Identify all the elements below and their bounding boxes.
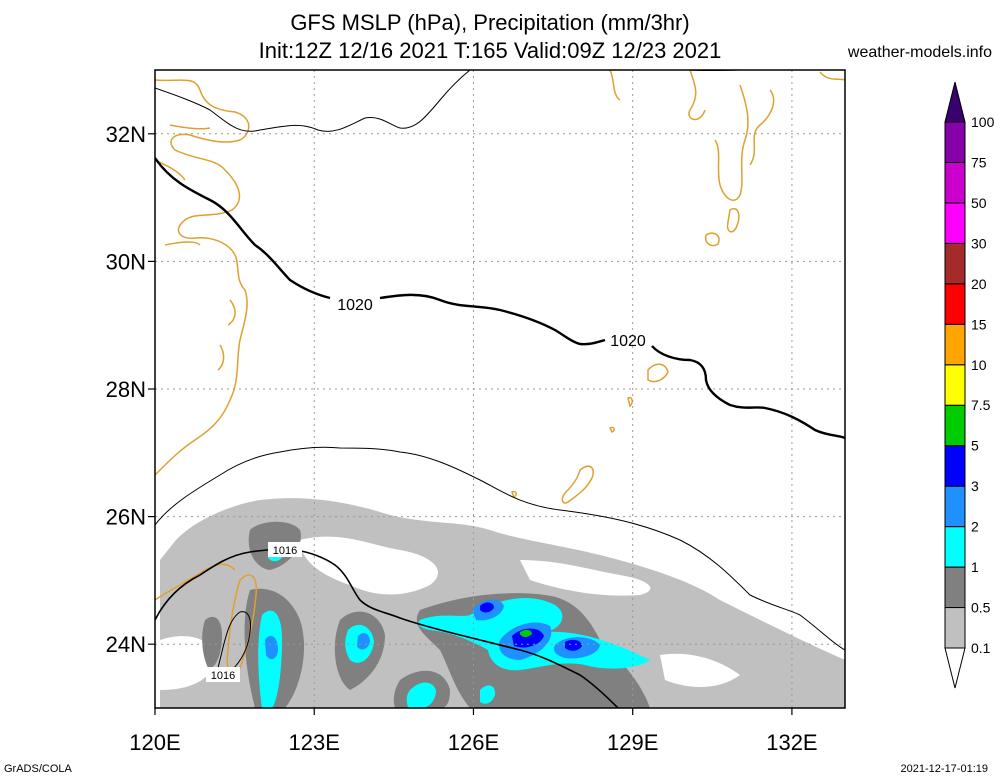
isobar-label: 1020	[610, 333, 646, 350]
axis-ticks	[148, 133, 793, 715]
footer-software: GrADS/COLA	[4, 763, 72, 775]
isobar-label: 1020	[337, 297, 373, 314]
legend-color-box	[944, 161, 966, 204]
legend-label: 100	[971, 114, 995, 130]
isobar-1016-loop	[217, 611, 251, 671]
legend-top-arrow	[944, 81, 966, 123]
lat-label: 30N	[106, 249, 146, 274]
legend-label: 1	[971, 559, 979, 575]
x-axis-labels: 120E 123E 126E 129E 132E	[129, 730, 817, 755]
legend-label: 20	[971, 276, 987, 292]
legend-label: 7.5	[971, 397, 991, 413]
coastline-japan	[704, 71, 845, 247]
precip-3-area	[565, 639, 582, 651]
precip-gap	[160, 636, 215, 690]
legend-color-box	[944, 485, 966, 528]
precip-gap	[660, 653, 740, 687]
coastline-korea	[609, 70, 749, 201]
lon-label: 120E	[129, 730, 180, 755]
precip-shading	[160, 498, 845, 708]
legend-color-box	[944, 607, 966, 649]
legend-color-box	[944, 283, 966, 325]
coastline-fujian	[155, 563, 236, 601]
legend-label: 3	[971, 478, 979, 494]
legend-bottom-arrow	[944, 647, 966, 689]
legend-color-box	[944, 404, 966, 447]
legend-label: 30	[971, 235, 987, 251]
legend-label: 2	[971, 519, 979, 535]
lat-label: 24N	[106, 632, 146, 657]
coastline-detail	[155, 124, 236, 371]
lon-label: 129E	[607, 730, 658, 755]
legend-label: 0.1	[971, 640, 991, 656]
legend-label: 5	[971, 438, 979, 454]
isobars	[155, 70, 845, 708]
chart-subtitle: Init:12Z 12/16 2021 T:165 Valid:09Z 12/2…	[258, 38, 722, 63]
precip-legend: 0.1 0.5 1 2 3 5 7.5 10 15 20 30 50 75 10…	[944, 81, 995, 689]
precip-0.5-area	[202, 616, 222, 669]
legend-label: 75	[971, 154, 987, 170]
legend-color-box	[944, 445, 966, 487]
precip-5-area	[520, 629, 532, 637]
precip-1-area	[406, 682, 436, 708]
precip-2-area	[357, 633, 370, 650]
isobar-label: 1016	[211, 670, 235, 682]
legend-color-box	[944, 364, 966, 406]
precip-3-area	[480, 602, 494, 613]
site-credit: weather-models.info	[847, 44, 992, 61]
legend-color-box	[944, 242, 966, 285]
legend-color-box	[944, 526, 966, 568]
isobar-1020-thick	[155, 157, 845, 440]
lon-label: 132E	[766, 730, 817, 755]
legend-color-box	[944, 121, 966, 163]
legend-color-box	[944, 202, 966, 244]
lat-label: 28N	[106, 377, 146, 402]
coastline-ryukyu	[511, 363, 669, 504]
precip-2-area	[265, 635, 278, 660]
isobar-label: 1016	[273, 545, 297, 557]
legend-label: 10	[971, 357, 987, 373]
isobar-1016-north	[155, 446, 845, 651]
chart-title: GFS MSLP (hPa), Precipitation (mm/3hr)	[290, 10, 690, 35]
legend-color-box	[944, 323, 966, 366]
legend-color-box	[944, 566, 966, 609]
precip-1-area	[480, 685, 496, 704]
legend-labels: 0.1 0.5 1 2 3 5 7.5 10 15 20 30 50 75 10…	[971, 114, 995, 656]
lat-label: 26N	[106, 505, 146, 530]
precip-1-area	[258, 610, 282, 708]
legend-label: 15	[971, 316, 987, 332]
coastline-china	[155, 79, 250, 476]
lon-label: 123E	[289, 730, 340, 755]
footer-timestamp: 2021-12-17-01:19	[900, 763, 988, 775]
map-plot-area: 1020 1020 1016 1016	[155, 70, 845, 708]
isobar-labels: 1020 1020 1016 1016	[206, 297, 646, 682]
lat-label: 32N	[106, 122, 146, 147]
coastlines	[155, 70, 845, 675]
isobar-1016-south	[155, 548, 619, 708]
y-axis-labels: 24N 26N 28N 30N 32N	[106, 122, 146, 657]
legend-boxes	[944, 121, 966, 649]
precip-gap	[300, 536, 439, 595]
gridlines	[155, 70, 845, 708]
legend-label: 50	[971, 195, 987, 211]
lon-label: 126E	[448, 730, 499, 755]
precip-gap	[520, 560, 651, 596]
legend-label: 0.5	[971, 600, 991, 616]
